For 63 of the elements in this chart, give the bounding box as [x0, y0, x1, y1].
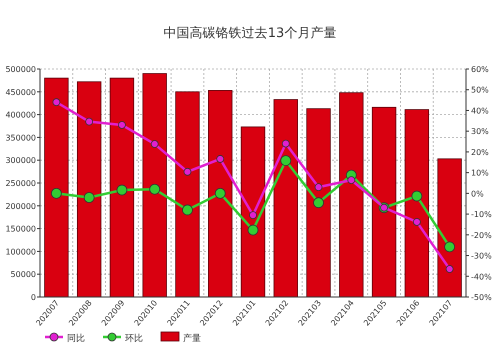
bar [208, 90, 232, 298]
bar [175, 91, 200, 298]
point [184, 168, 192, 176]
point [52, 98, 60, 106]
y-tick-label: 50000 [10, 270, 36, 280]
bar [372, 106, 396, 298]
point [248, 224, 258, 236]
point [280, 155, 292, 166]
point [313, 197, 324, 208]
y2-tick-label: -20% [471, 230, 492, 240]
point [347, 176, 356, 184]
y-tick-label: 100000 [5, 247, 36, 256]
point [118, 121, 126, 129]
bar [404, 109, 430, 298]
point [182, 204, 193, 216]
y2-tick-label: 10% [471, 168, 490, 178]
y2-tick-label: 0% [471, 189, 484, 198]
bar [437, 158, 462, 298]
y2-tick-label: 30% [471, 127, 490, 136]
bar [339, 92, 364, 298]
y-tick-label: 500000 [5, 65, 36, 74]
bar [44, 78, 69, 298]
point [249, 211, 257, 220]
y2-tick-label: -40% [471, 272, 492, 282]
point [411, 190, 422, 202]
y2-tick-label: -10% [471, 210, 492, 220]
bar [76, 81, 102, 298]
point [412, 218, 421, 226]
chart-title: 中国高碳铬铁过去13个月产量 [164, 25, 336, 41]
point [444, 241, 456, 252]
y-tick-label: 0 [30, 293, 36, 302]
point [84, 192, 95, 203]
legend-label: 环比 [125, 333, 143, 344]
y2-tick-label: -30% [471, 252, 492, 261]
y-tick-label: 450000 [5, 88, 36, 97]
point [149, 184, 160, 195]
legend-label: 同比 [67, 333, 85, 344]
legend-label: 产量 [183, 333, 201, 344]
y-tick-label: 250000 [5, 179, 36, 188]
y-tick-label: 350000 [5, 133, 36, 142]
y-tick-label: 200000 [5, 202, 36, 211]
point [150, 140, 159, 148]
point [116, 184, 128, 196]
y-tick-label: 300000 [5, 156, 36, 166]
bar [110, 78, 134, 298]
point [216, 155, 224, 163]
y-tick-label: 150000 [5, 224, 36, 234]
y2-tick-label: 40% [471, 106, 490, 116]
y2-tick-label: 50% [471, 86, 490, 95]
point [85, 118, 94, 126]
y-tick-label: 400000 [5, 110, 36, 120]
point [50, 188, 62, 199]
point [446, 265, 454, 273]
point [282, 140, 290, 148]
bar [240, 126, 266, 298]
point [314, 183, 322, 192]
y2-tick-label: -50% [471, 293, 492, 302]
bar [306, 108, 331, 298]
point [214, 188, 226, 199]
y2-tick-label: 20% [471, 148, 490, 157]
bar [142, 73, 167, 298]
y2-tick-label: 60% [471, 65, 490, 74]
bar [274, 99, 298, 298]
